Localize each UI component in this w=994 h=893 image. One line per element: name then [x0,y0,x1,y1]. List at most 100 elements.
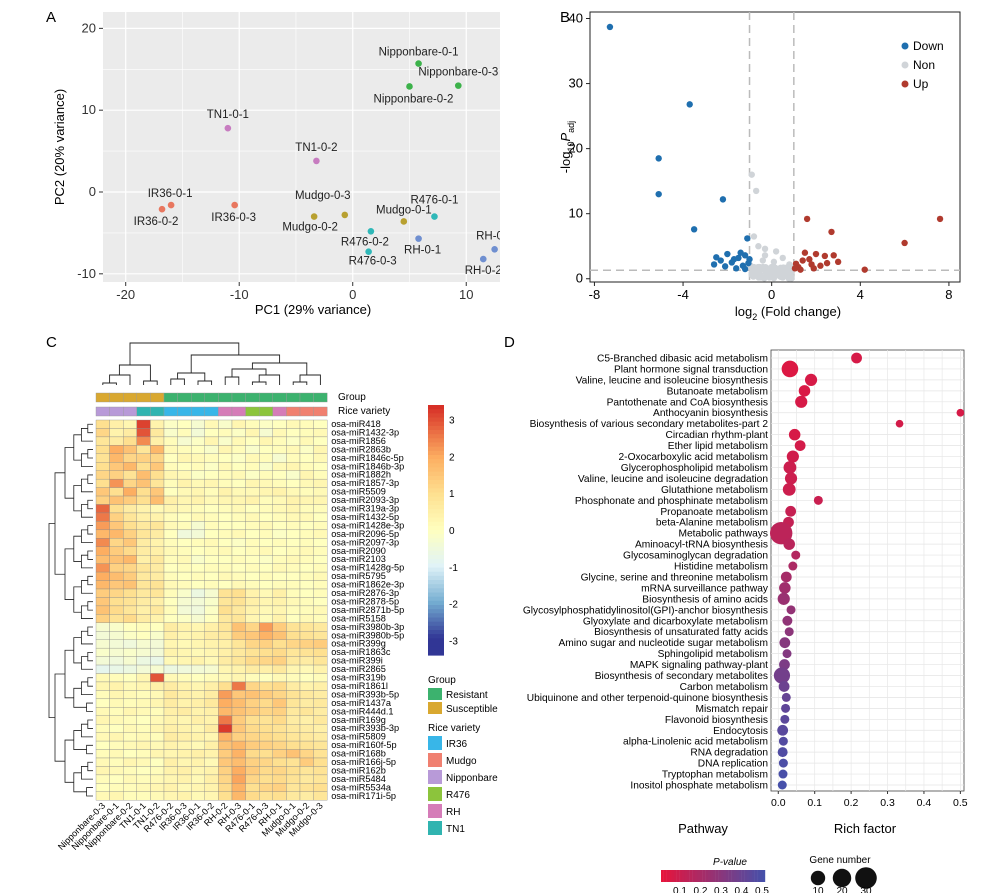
heatmap-cell [245,647,260,657]
dendrogram-branch [251,381,267,385]
heatmap-cell [136,605,151,615]
pca-point [365,248,372,256]
heatmap-cell [123,622,137,632]
heatmap-cell [150,478,165,488]
heatmap-cell [259,614,273,623]
heatmap-cell [123,478,137,488]
group-annotation-cell [259,392,274,403]
heatmap-cell [259,749,273,759]
heatmap-cell [272,605,287,615]
heatmap-cell [245,724,260,733]
color-scale-step [428,480,444,485]
heatmap-row-label: osa-miR1428e-3p [331,520,404,530]
heatmap-cell [245,470,260,480]
heatmap-cell [231,656,246,666]
heatmap-cell [136,478,151,488]
pathway-point [791,550,801,560]
heatmap-cell [272,707,287,716]
dendrogram-branch [87,651,93,662]
heatmap-cell [218,538,233,547]
heatmap-row-labels: osa-miR418osa-miR1432-3posa-miR1856osa-m… [331,419,404,801]
heatmap-cell [299,597,314,607]
heatmap-row-label: osa-miR169g [331,715,386,725]
gene-legend-circle [810,870,826,886]
color-scale-step [428,592,444,598]
heatmap-cell [313,538,328,547]
heatmap-color-scale: 3 2 1 0 -1 -2 -3 [428,405,458,656]
heatmap-cell [218,428,233,438]
heatmap-cell [313,521,328,531]
heatmap-cell [204,631,219,640]
heatmap-cell [123,698,137,708]
heatmap-cell [313,673,328,683]
x-tick-label: 0 [768,287,775,302]
heatmap-cell [299,774,314,784]
heatmap-cell [218,478,233,488]
heatmap-cell [109,597,124,607]
heatmap-cell [123,588,137,598]
heatmap-cell [231,622,246,632]
heatmap-cell [204,470,219,480]
pathway-label: alpha-Linolenic acid metabolism [623,737,768,748]
heatmap-legends: Group Resistant Susceptible Rice variety IR3… [428,675,498,835]
heatmap-cell [191,656,205,666]
heatmap-cell [245,757,260,767]
heatmap-cell [245,588,260,598]
heatmap-cell [259,428,273,438]
pvalue-legend-step [715,870,719,882]
heatmap-cell [136,715,151,725]
heatmap-cell [286,673,301,683]
down-point [717,257,724,264]
color-scale-step [428,563,444,569]
heatmap-cell [109,749,124,759]
panel-label-b: B [560,9,570,26]
heatmap-cell [286,538,301,547]
heatmap-cell [231,470,246,480]
pathway-label: Metabolic pathways [679,529,768,540]
heatmap-row-label: osa-miR2871b-5p [331,605,404,615]
enrichment-axis-ticks: 0.0 0.1 0.2 0.3 0.4 0.5 [771,791,968,809]
heatmap-cell [163,766,178,776]
heatmap-cell [136,791,151,801]
heatmap-cell [163,436,178,446]
heatmap-cell [95,555,110,564]
variety-legend-label: TN1 [446,824,465,835]
heatmap-cell [299,664,314,674]
heatmap-cell [191,664,205,674]
heatmap-cell [272,419,287,429]
heatmap-cell [245,707,260,716]
heatmap-cell [150,588,165,598]
heatmap-cell [177,597,192,607]
heatmap-cell [95,580,110,590]
non-point [783,264,790,272]
heatmap-cell [286,428,301,438]
heatmap-cell [95,715,110,725]
heatmap-cell [259,580,273,590]
heatmap-cell [150,715,165,725]
heatmap-cell [177,478,192,488]
dendrogram-branch [73,586,82,613]
pathway-label: C5-Branched dibasic acid metabolism [597,354,768,365]
dendrogram-branch [81,529,93,543]
heatmap-cell [313,757,328,767]
heatmap-cell [191,588,205,598]
pca-point-label: Nipponbare-0-2 [374,93,454,105]
color-scale-tick-label: -3 [449,636,458,647]
heatmap-cell [177,445,192,454]
pvalue-legend-step [694,870,698,882]
down-point [737,249,744,256]
heatmap-cell [231,453,246,463]
dendrogram-branch [87,677,93,687]
up-point [799,257,806,264]
heatmap-cell [231,436,246,446]
heatmap-cell [245,783,260,792]
pvalue-legend-step [720,870,724,882]
pathway-point [851,352,862,364]
heatmap-cell [245,749,260,759]
heatmap-cell [259,436,273,446]
heatmap-cell [218,419,233,429]
pvalue-legend-step [661,870,664,882]
heatmap-cell [109,529,124,539]
heatmap-cell [286,715,301,725]
heatmap-cell [177,529,192,539]
